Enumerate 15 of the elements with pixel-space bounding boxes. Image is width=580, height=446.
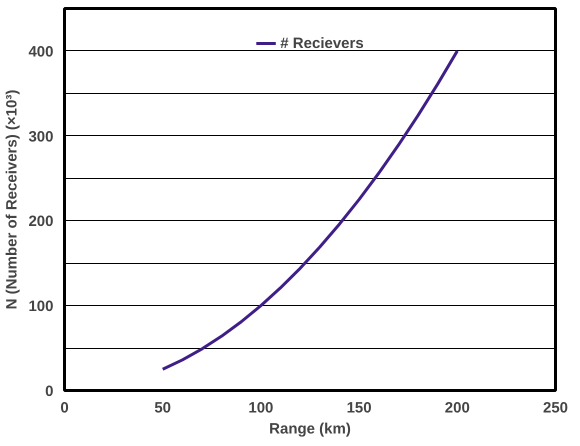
x-tick-label: 0 — [60, 400, 69, 416]
x-tick-label: 250 — [542, 400, 568, 416]
x-tick-label: 50 — [154, 400, 172, 416]
x-tick-label: 200 — [444, 400, 470, 416]
y-axis-title: N (Number of Receivers) (×10³) — [3, 90, 20, 310]
y-tick-label: 100 — [28, 298, 54, 316]
x-tick-label: 100 — [248, 400, 274, 416]
y-tick-label: 400 — [28, 43, 54, 60]
legend-label: # Recievers — [280, 34, 364, 52]
line-series — [161, 49, 459, 371]
x-axis-title: Range (km) — [269, 420, 351, 438]
y-tick-label: 200 — [28, 213, 54, 230]
y-tick-label: 300 — [28, 128, 54, 146]
x-tick-label: 150 — [346, 400, 372, 416]
y-tick-label: 0 — [45, 383, 54, 400]
